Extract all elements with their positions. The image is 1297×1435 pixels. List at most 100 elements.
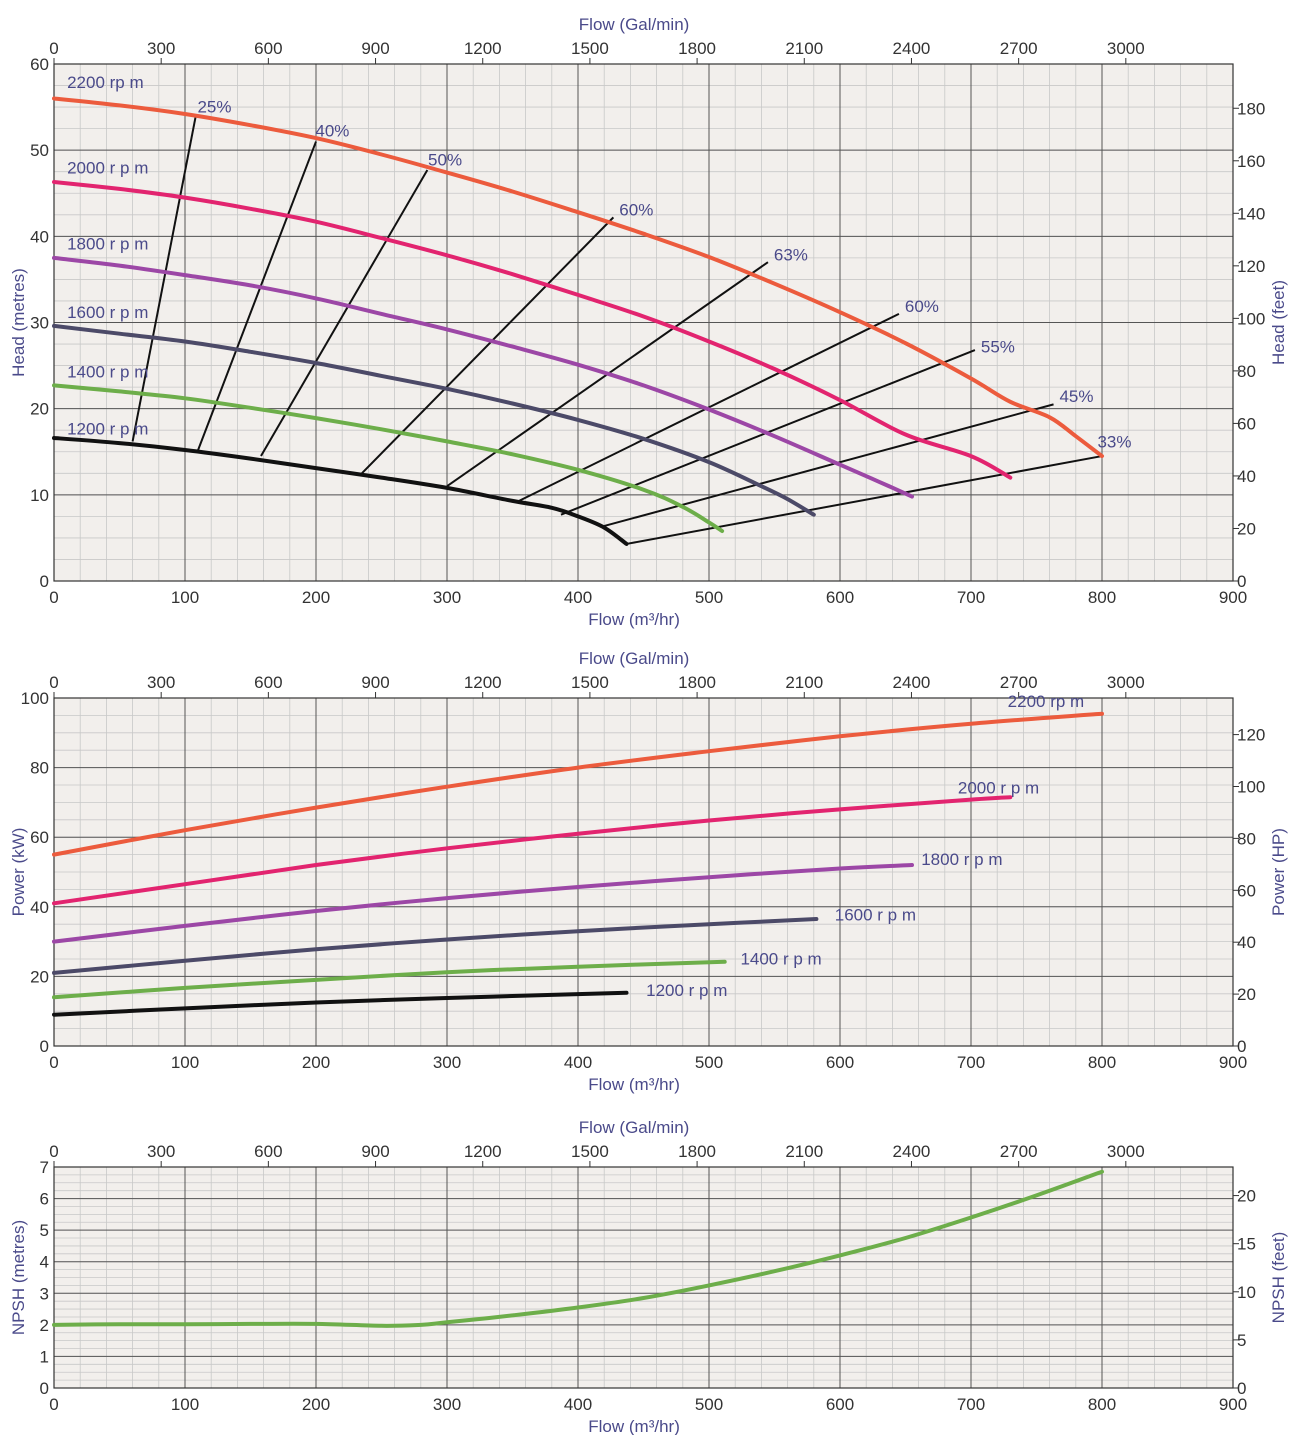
y2-tick-label: 10 bbox=[1237, 1283, 1256, 1302]
y2-tick-label: 20 bbox=[1237, 985, 1256, 1004]
x-top-tick-label: 900 bbox=[361, 39, 389, 58]
efficiency-label: 33% bbox=[1097, 432, 1131, 451]
efficiency-line bbox=[361, 216, 615, 474]
x-top-tick-label: 2400 bbox=[893, 673, 931, 692]
y-axis-title: Power (kW) bbox=[9, 828, 28, 917]
x-top-axis-title: Flow (Gal/min) bbox=[579, 1118, 690, 1137]
y-tick-label: 3 bbox=[40, 1284, 49, 1303]
series-line bbox=[52, 990, 629, 1017]
x-tick-label: 400 bbox=[564, 588, 592, 607]
x-axis-title: Flow (m³/hr) bbox=[588, 1075, 680, 1094]
y2-tick-label: 20 bbox=[1237, 1187, 1256, 1206]
efficiency-label: 55% bbox=[981, 338, 1015, 357]
series-label: 2200 rp m bbox=[67, 73, 144, 92]
x-top-tick-label: 300 bbox=[147, 39, 175, 58]
efficiency-line bbox=[260, 169, 429, 457]
x-top-tick-label: 2700 bbox=[1000, 1142, 1038, 1161]
series: 2200 rp m 2000 r p m 1800 r p m 1600 r p m 1… bbox=[52, 692, 1104, 1017]
x-top-tick-label: 300 bbox=[147, 1142, 175, 1161]
x-top-tick-label: 2400 bbox=[893, 1142, 931, 1161]
x-top-tick-label: 1200 bbox=[464, 673, 502, 692]
x-tick-label: 0 bbox=[49, 1053, 58, 1072]
series-line bbox=[52, 711, 1104, 857]
x-tick-label: 700 bbox=[957, 1053, 985, 1072]
y-tick-label: 10 bbox=[30, 486, 49, 505]
series-label: 1800 r p m bbox=[67, 234, 148, 253]
x-top-tick-label: 600 bbox=[254, 673, 282, 692]
plot-frame bbox=[53, 1166, 1234, 1389]
x-top-tick-label: 1500 bbox=[571, 39, 609, 58]
y-axis-title: Head (metres) bbox=[9, 268, 28, 377]
y2-tick-label: 80 bbox=[1237, 362, 1256, 381]
efficiency-label: 60% bbox=[905, 297, 939, 316]
y-tick-label: 40 bbox=[30, 227, 49, 246]
y2-tick-label: 120 bbox=[1237, 257, 1265, 276]
y2-axis-title: Head (feet) bbox=[1269, 280, 1288, 365]
x-tick-label: 900 bbox=[1219, 1053, 1247, 1072]
y2-tick-label: 0 bbox=[1237, 1379, 1246, 1398]
y-tick-label: 60 bbox=[30, 55, 49, 74]
x-tick-label: 300 bbox=[433, 1395, 461, 1414]
efficiency-label: 60% bbox=[619, 201, 653, 220]
y2-tick-label: 0 bbox=[1237, 1037, 1246, 1056]
y2-tick-label: 20 bbox=[1237, 519, 1256, 538]
y2-tick-label: 180 bbox=[1237, 99, 1265, 118]
y2-tick-label: 160 bbox=[1237, 152, 1265, 171]
x-tick-label: 400 bbox=[564, 1053, 592, 1072]
x-top-tick-label: 1200 bbox=[464, 39, 502, 58]
x-tick-label: 900 bbox=[1219, 588, 1247, 607]
y-tick-label: 60 bbox=[30, 828, 49, 847]
series-line bbox=[52, 795, 1013, 906]
y-tick-label: 20 bbox=[30, 400, 49, 419]
y-tick-label: 2 bbox=[40, 1316, 49, 1335]
grid bbox=[53, 63, 1234, 582]
series-line bbox=[52, 1169, 1104, 1328]
x-top-axis-title: Flow (Gal/min) bbox=[579, 649, 690, 668]
x-top-tick-label: 1200 bbox=[464, 1142, 502, 1161]
efficiency-line bbox=[131, 117, 197, 442]
y2-tick-label: 100 bbox=[1237, 309, 1265, 328]
series-label: 1400 r p m bbox=[67, 363, 148, 382]
efficiency-lines: 25% 40% 50% 60% 63% 60% 55% 45% 33% bbox=[131, 97, 1131, 545]
y2-tick-label: 40 bbox=[1237, 467, 1256, 486]
x-tick-label: 200 bbox=[302, 1053, 330, 1072]
x-top-tick-label: 1800 bbox=[678, 39, 716, 58]
y2-tick-label: 100 bbox=[1237, 777, 1265, 796]
y-tick-label: 80 bbox=[30, 759, 49, 778]
series-line bbox=[52, 180, 1013, 480]
y-tick-label: 100 bbox=[21, 689, 49, 708]
efficiency-label: 50% bbox=[428, 151, 462, 170]
x-top-axis-title: Flow (Gal/min) bbox=[579, 15, 690, 34]
x-tick-label: 800 bbox=[1088, 588, 1116, 607]
efficiency-line bbox=[197, 141, 317, 451]
x-tick-label: 600 bbox=[826, 1395, 854, 1414]
x-top-tick-label: 2700 bbox=[1000, 39, 1038, 58]
y-tick-label: 30 bbox=[30, 314, 49, 333]
x-top-tick-label: 0 bbox=[49, 39, 58, 58]
x-tick-label: 400 bbox=[564, 1395, 592, 1414]
x-tick-label: 100 bbox=[171, 588, 199, 607]
series: 2200 rp m 2000 r p m 1800 r p m 1600 r p m 1… bbox=[52, 73, 1104, 546]
y-tick-label: 40 bbox=[30, 898, 49, 917]
series-label: 1600 r p m bbox=[835, 906, 916, 925]
x-tick-label: 200 bbox=[302, 588, 330, 607]
x-tick-label: 0 bbox=[49, 588, 58, 607]
series-label: 2000 r p m bbox=[958, 779, 1039, 798]
x-top-tick-label: 2700 bbox=[1000, 673, 1038, 692]
x-top-tick-label: 900 bbox=[361, 673, 389, 692]
x-top-tick-label: 300 bbox=[147, 673, 175, 692]
x-tick-label: 600 bbox=[826, 1053, 854, 1072]
series-line bbox=[52, 863, 914, 944]
x-top-tick-label: 2100 bbox=[785, 673, 823, 692]
x-tick-label: 700 bbox=[957, 1395, 985, 1414]
series-line bbox=[52, 436, 629, 546]
series-line bbox=[52, 383, 725, 533]
x-top-tick-label: 2400 bbox=[893, 39, 931, 58]
efficiency-line bbox=[626, 455, 1103, 545]
y-tick-label: 4 bbox=[40, 1253, 49, 1272]
series-label: 2200 rp m bbox=[1008, 692, 1085, 711]
x-tick-label: 900 bbox=[1219, 1395, 1247, 1414]
